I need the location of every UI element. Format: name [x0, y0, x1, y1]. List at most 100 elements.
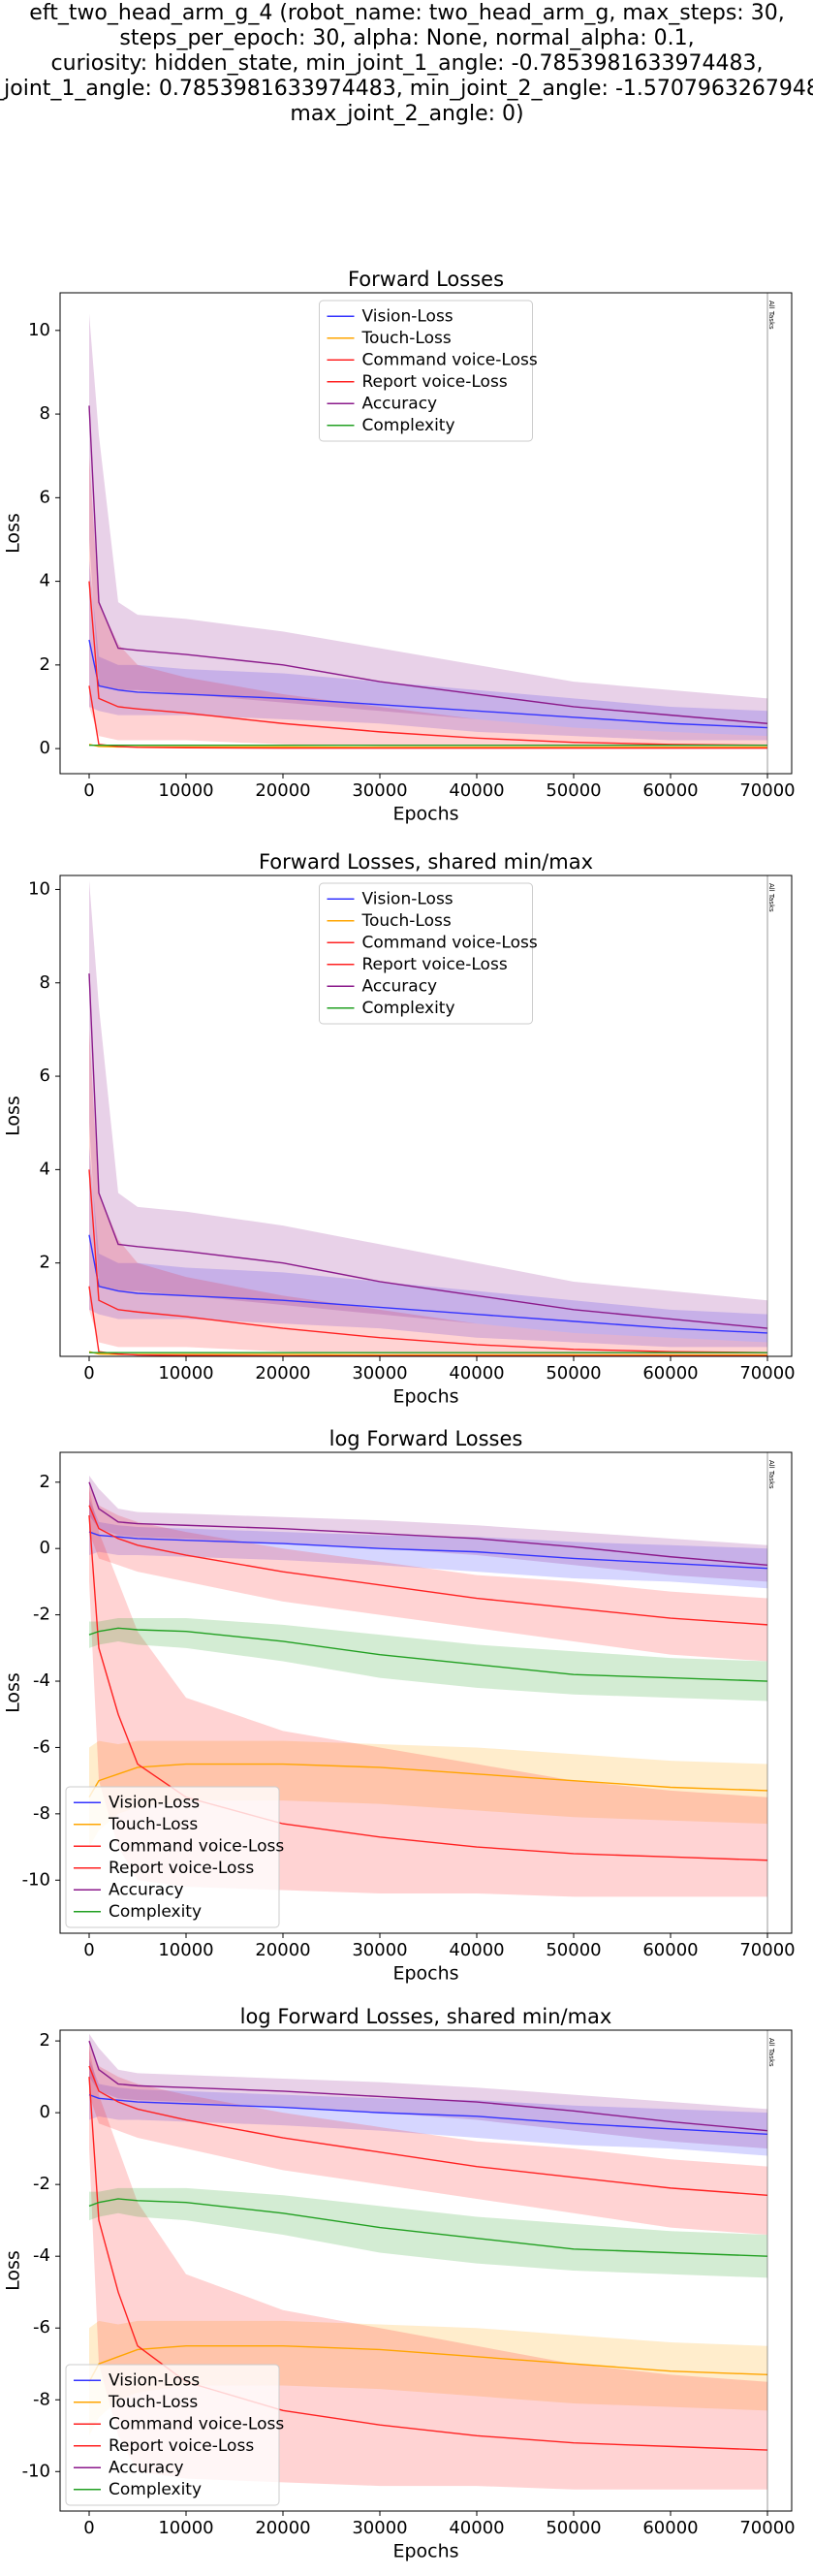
x-tick-label: 30000 [352, 1363, 407, 1383]
y-axis-label: Loss [3, 1672, 24, 1713]
series-line [88, 1169, 768, 1353]
x-tick-label: 60000 [642, 780, 698, 801]
series-line [88, 2077, 768, 2451]
y-tick-label: -4 [33, 1670, 50, 1691]
figure-title: eft_two_head_arm_g_4 (robot_name: two_he… [29, 1, 784, 25]
chart-title: Forward Losses, shared min/max [259, 850, 593, 874]
legend-label: Touch-Loss [108, 1815, 198, 1834]
x-axis-label: Epochs [392, 2541, 458, 2562]
x-tick-label: 50000 [546, 780, 601, 801]
axes-frame [59, 292, 793, 775]
legend-label: Accuracy [362, 394, 438, 413]
series-line [88, 973, 768, 1329]
series-line [88, 1505, 768, 1626]
subplot: log Forward Losses, shared min/max 0 10000… [3, 2005, 796, 2562]
x-axis-label: Epochs [392, 1386, 458, 1408]
plot-area [88, 879, 768, 1356]
x-tick-label: 70000 [739, 780, 795, 801]
y-tick-label: -8 [33, 1803, 50, 1824]
axes-frame [59, 1451, 793, 1934]
y-tick-label: 4 [40, 571, 50, 591]
task-label: All Tasks [767, 1460, 775, 1489]
legend-label: Vision-Loss [362, 889, 453, 908]
series-line [88, 744, 767, 748]
x-tick-label: 70000 [739, 2518, 795, 2538]
y-tick-label: -10 [22, 2461, 50, 2481]
band [89, 456, 767, 748]
series-line [88, 1481, 768, 1567]
series-line [88, 581, 768, 747]
plot-area [88, 313, 768, 749]
band [89, 2044, 767, 2235]
chart-title: log Forward Losses [329, 1427, 523, 1450]
y-tick-label: 2 [40, 2030, 50, 2051]
x-tick-label: 30000 [352, 2518, 407, 2538]
series-line [88, 2345, 768, 2383]
y-tick-label: 10 [28, 878, 50, 899]
band [89, 1029, 767, 1356]
band [89, 313, 767, 737]
x-tick-label: 60000 [642, 1940, 698, 1960]
x-tick-label: 20000 [255, 1940, 310, 1960]
legend-label: Accuracy [362, 976, 438, 996]
chart-title: Forward Losses [348, 268, 504, 291]
series-line [88, 1763, 768, 1798]
x-tick-label: 70000 [739, 1363, 795, 1383]
figure-title: max_joint_1_angle: 0.7853981633974483, m… [0, 77, 813, 101]
series-line [88, 1627, 768, 1682]
y-tick-label: -6 [33, 2317, 50, 2337]
band [89, 560, 767, 741]
x-tick-label: 0 [83, 780, 94, 801]
x-tick-label: 50000 [546, 1940, 601, 1960]
series-line [88, 639, 768, 729]
band [89, 879, 767, 1343]
legend-label: Command voice-Loss [109, 1836, 284, 1856]
band [89, 2058, 767, 2156]
legend-label: Report voice-Loss [362, 955, 508, 974]
series-line [88, 1351, 767, 1356]
y-tick-label: -2 [33, 2174, 50, 2194]
x-tick-label: 20000 [255, 1363, 310, 1383]
x-axis-label: Epochs [392, 804, 458, 825]
x-tick-label: 40000 [449, 2518, 504, 2538]
x-tick-label: 30000 [352, 1940, 407, 1960]
x-tick-label: 40000 [449, 1363, 504, 1383]
y-tick-label: 4 [40, 1159, 50, 1179]
series-line [88, 1531, 768, 1570]
y-axis-label: Loss [3, 513, 24, 554]
x-tick-label: 0 [83, 2518, 94, 2538]
y-tick-label: -8 [33, 2389, 50, 2409]
subplot: Forward Losses 0 10000 20000 30000 40000 50000… [3, 268, 796, 825]
figure-title: curiosity: hidden_state, min_joint_1_ang… [51, 51, 764, 76]
legend-label: Complexity [362, 999, 455, 1018]
x-tick-label: 60000 [642, 1363, 698, 1383]
legend-label: Complexity [109, 1902, 202, 1922]
band [89, 1498, 767, 1589]
series-line [88, 1234, 768, 1334]
y-tick-label: 0 [40, 2102, 50, 2122]
legend-label: Report voice-Loss [109, 2436, 254, 2456]
legend: Vision-Loss Touch-Loss Command voice-Loss R… [319, 882, 538, 1025]
y-tick-label: 8 [40, 403, 50, 424]
legend-box [65, 1786, 280, 1928]
x-tick-label: 50000 [546, 1363, 601, 1383]
y-tick-label: 6 [40, 1065, 50, 1086]
task-label: All Tasks [767, 301, 775, 330]
band [89, 1485, 767, 1662]
legend-label: Vision-Loss [362, 306, 453, 326]
x-tick-label: 70000 [739, 1940, 795, 1960]
x-tick-label: 10000 [158, 1363, 213, 1383]
y-tick-label: 8 [40, 972, 50, 993]
figure-title: steps_per_epoch: 30, alpha: None, normal… [119, 26, 694, 50]
y-tick-label: 10 [28, 320, 50, 340]
x-tick-label: 20000 [255, 2518, 310, 2538]
legend-label: Accuracy [109, 2458, 184, 2477]
y-tick-label: -10 [22, 1869, 50, 1890]
x-tick-label: 50000 [546, 2518, 601, 2538]
legend-label: Report voice-Loss [109, 1859, 254, 1878]
task-label: All Tasks [767, 883, 775, 912]
legend-label: Touch-Loss [361, 911, 452, 931]
legend: Vision-Loss Touch-Loss Command voice-Loss R… [65, 2364, 284, 2506]
subplot: log Forward Losses 0 10000 20000 30000 40000 5… [3, 1427, 796, 1985]
